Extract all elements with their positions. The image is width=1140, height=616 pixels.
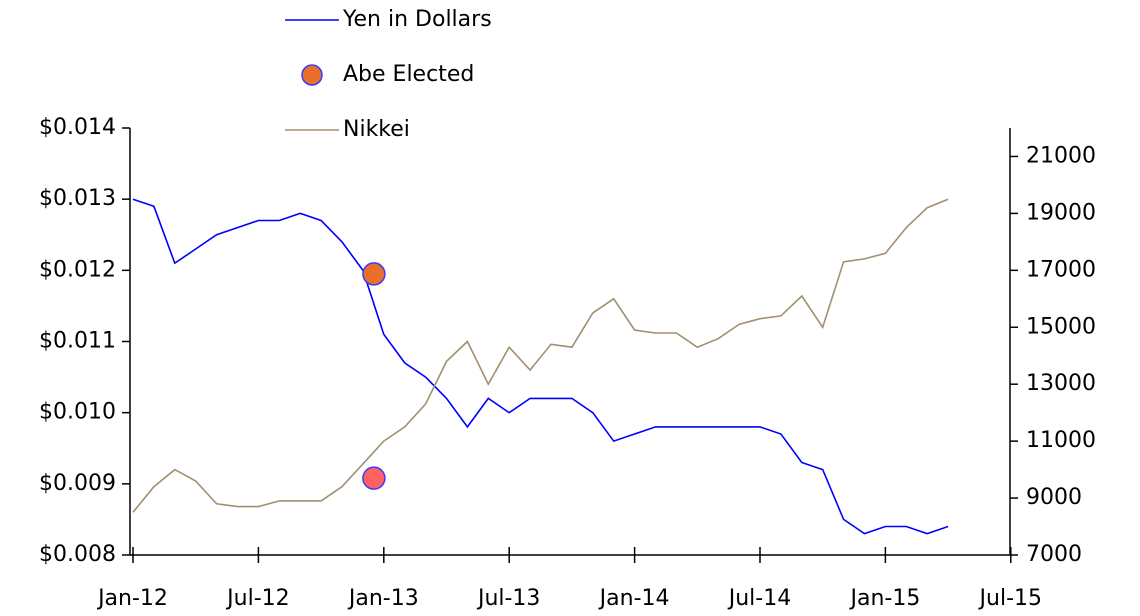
y2-tick-label: 9000 <box>1026 485 1082 510</box>
x-tick-label: Jul-12 <box>225 586 289 611</box>
y-tick-label: $0.010 <box>39 400 116 425</box>
y-tick-label: $0.008 <box>39 542 116 567</box>
line-series <box>132 198 949 535</box>
line-series <box>132 198 949 513</box>
marker <box>362 466 386 490</box>
x-tick-label: Jan-15 <box>848 586 920 611</box>
y-tick-label: $0.009 <box>39 471 116 496</box>
legend-label: Abe Elected <box>343 62 474 87</box>
marker <box>362 262 386 286</box>
y2-tick-label: 17000 <box>1026 257 1096 282</box>
x-tick-label: Jul-13 <box>476 586 540 611</box>
y-tick-label: $0.014 <box>39 115 116 140</box>
legend-label: Yen in Dollars <box>342 7 492 32</box>
x-tick-label: Jan-13 <box>347 586 419 611</box>
legend-marker <box>301 64 323 86</box>
y-tick-label: $0.012 <box>39 257 116 282</box>
y2-tick-label: 11000 <box>1026 428 1096 453</box>
y2-tick-label: 21000 <box>1026 143 1096 168</box>
x-tick-label: Jan-14 <box>598 586 670 611</box>
x-tick-label: Jul-14 <box>727 586 791 611</box>
y2-tick-label: 7000 <box>1026 542 1082 567</box>
x-tick-label: Jan-12 <box>96 586 168 611</box>
y2-tick-label: 13000 <box>1026 371 1096 396</box>
legend-label: Nikkei <box>343 117 410 142</box>
x-tick-label: Jul-15 <box>978 586 1042 611</box>
y2-tick-label: 15000 <box>1026 314 1096 339</box>
y-tick-label: $0.013 <box>39 186 116 211</box>
y2-tick-label: 19000 <box>1026 200 1096 225</box>
y-tick-label: $0.011 <box>39 329 116 354</box>
